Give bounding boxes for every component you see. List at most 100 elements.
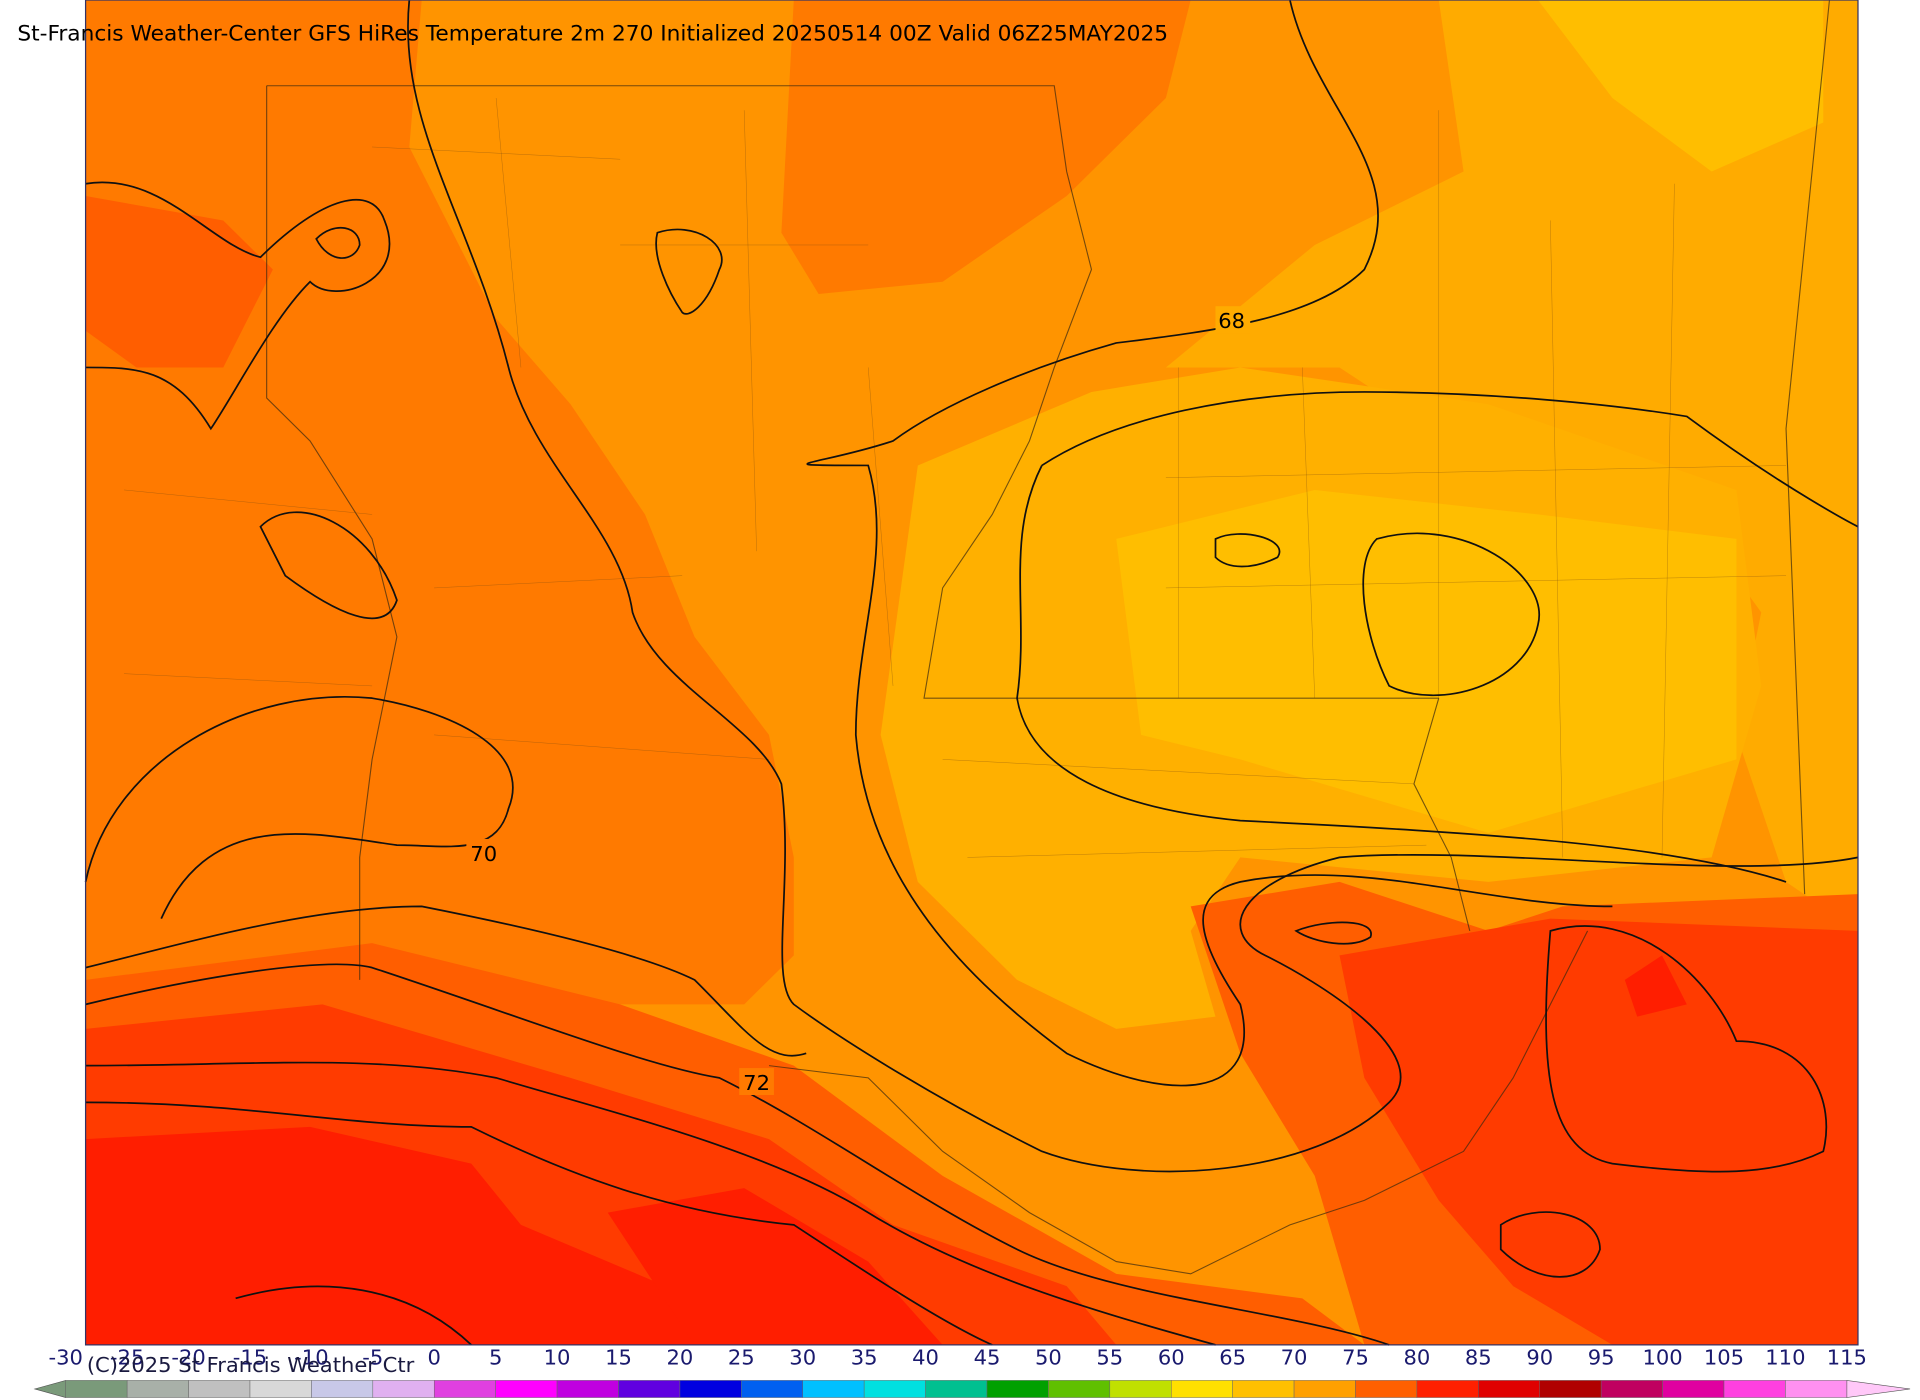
colorbar-tick-label: 10 (544, 1346, 571, 1370)
colorbar-swatch (1539, 1380, 1602, 1398)
colorbar-swatch (863, 1380, 926, 1398)
colorbar-swatch (618, 1380, 681, 1398)
colorbar-tick-label: -25 (110, 1346, 144, 1370)
contour-line (1214, 533, 1281, 568)
colorbar: -30 -25 -20 -15 -10 -5 0 5 10 15 20 25 30 35 40 45 50 55 6… (33, 1346, 1911, 1398)
colorbar-tick-label: 50 (1035, 1346, 1062, 1370)
state-border (1785, 0, 1831, 895)
colorbar-tick-label: 70 (1281, 1346, 1308, 1370)
temperature-field (85, 0, 1858, 1345)
colorbar-swatch (1416, 1380, 1479, 1398)
colorbar-swatch (126, 1380, 189, 1398)
colorbar-tick-label: 5 (489, 1346, 502, 1370)
colorbar-tick-label: 100 (1642, 1346, 1682, 1370)
contour-line (1545, 925, 1828, 1173)
colorbar-tick-label: 45 (974, 1346, 1001, 1370)
contour-line (1499, 1211, 1601, 1278)
colorbar-swatch (1355, 1380, 1418, 1398)
fill-76 (607, 1188, 943, 1345)
colorbar-tick-label: 110 (1765, 1346, 1805, 1370)
state-border (266, 85, 398, 980)
contour-line (85, 1061, 1216, 1346)
colorbar-swatch (1293, 1380, 1356, 1398)
colorbar-swatch (495, 1380, 558, 1398)
boundaries (124, 0, 1831, 1275)
contour-line (806, 0, 1613, 1087)
colorbar-swatch (925, 1380, 988, 1398)
colorbar-tick-label: 115 (1827, 1346, 1867, 1370)
colorbar-swatch (1600, 1380, 1663, 1398)
map-frame (84, 0, 1859, 1346)
colorbar-swatch (311, 1380, 374, 1398)
colorbar-swatch (556, 1380, 619, 1398)
colorbar-swatch (1170, 1380, 1233, 1398)
colorbar-tick-label: 60 (1158, 1346, 1185, 1370)
colorbar-swatch (1048, 1380, 1111, 1398)
contour-line (235, 1285, 472, 1346)
fill-70 (781, 0, 1191, 294)
colorbar-tick-label: -5 (362, 1346, 383, 1370)
colorbar-tick-label: 0 (428, 1346, 441, 1370)
contour-line (315, 226, 361, 259)
contour-line (85, 181, 391, 431)
colorbar-tick-label: 40 (912, 1346, 939, 1370)
contour-line (85, 905, 807, 1057)
contour-label: 68 (1218, 309, 1245, 333)
colorbar-swatch (1478, 1380, 1540, 1398)
fill-70 (85, 0, 794, 1005)
contour-line (407, 0, 1859, 1173)
contour-line (655, 228, 723, 315)
colorbar-tick-label: 15 (605, 1346, 632, 1370)
contour-line (85, 1101, 993, 1346)
fill-72 (85, 195, 273, 368)
contour-line (1362, 532, 1541, 697)
copyright: (C)2025 St Francis Weather Ctr (87, 1353, 415, 1377)
colorbar-tick-label: 20 (666, 1346, 693, 1370)
contour-line (259, 511, 398, 620)
colorbar-swatch (188, 1380, 251, 1398)
colorbar-swatch (1232, 1380, 1295, 1398)
colorbar-tick-label: 65 (1219, 1346, 1246, 1370)
colorbar-tick-label: -15 (233, 1346, 267, 1370)
colorbar-swatch (1109, 1380, 1172, 1398)
colorbar-tick-label: 95 (1588, 1346, 1615, 1370)
colorbar-swatch (1785, 1380, 1848, 1398)
colorbar-swatch (1723, 1380, 1786, 1398)
label-bg (1215, 306, 1251, 334)
label-bg (466, 839, 502, 866)
colorbar-swatch (802, 1380, 865, 1398)
fill-76 (85, 1126, 745, 1345)
colorbar-tick-label: 90 (1526, 1346, 1553, 1370)
colorbar-swatch (1662, 1380, 1725, 1398)
isotherms (84, 0, 1859, 1346)
colorbar-tick-label: 30 (789, 1346, 816, 1370)
contour-line (85, 963, 1390, 1346)
contour-label: 72 (743, 1071, 770, 1095)
contour-line (1041, 391, 1859, 528)
contour-line (1016, 465, 1787, 883)
colorbar-swatch (249, 1380, 312, 1398)
colorbar-swatch (986, 1380, 1049, 1398)
colorbar-tick-label: -10 (294, 1346, 328, 1370)
county-lines (124, 97, 1787, 858)
colorbar-swatch (372, 1380, 435, 1398)
colorbar-tick-label: 25 (728, 1346, 755, 1370)
colorbar-tick-label: 75 (1342, 1346, 1369, 1370)
contour-label: 70 (470, 842, 497, 866)
colorbar-tick-label: 85 (1465, 1346, 1492, 1370)
colorbar-swatch (679, 1380, 742, 1398)
fill-76 (1624, 955, 1687, 1017)
fill-62 (1116, 489, 1737, 833)
colorbar-tick-label: 35 (851, 1346, 878, 1370)
contour-line (84, 696, 514, 919)
colorbar-swatch (433, 1380, 496, 1398)
colorbar-tick-label: 55 (1096, 1346, 1123, 1370)
colorbar-swatch (65, 1380, 128, 1398)
colorbar-tick-label: -20 (171, 1346, 205, 1370)
coastline (768, 930, 1589, 1275)
colorbar-tick-label: 105 (1704, 1346, 1744, 1370)
colorbar-tick-label: 80 (1403, 1346, 1430, 1370)
colorbar-tick-label: -30 (49, 1346, 83, 1370)
